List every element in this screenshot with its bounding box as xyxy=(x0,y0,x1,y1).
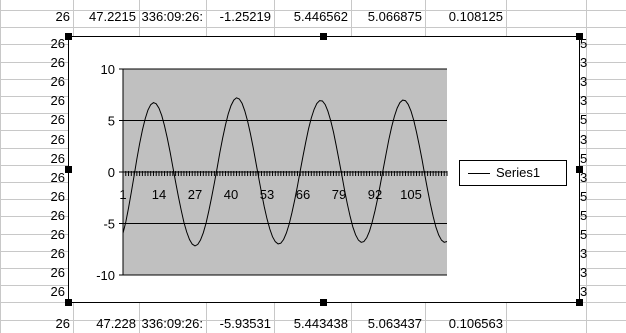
resize-handle-bottom-right[interactable] xyxy=(576,299,583,306)
legend-series-line xyxy=(468,173,490,174)
resize-handle-middle-left[interactable] xyxy=(65,166,72,173)
spreadsheet-cell[interactable]: 336:09:26: xyxy=(141,316,203,331)
y-tick-label: -5 xyxy=(103,217,115,232)
resize-handle-bottom-center[interactable] xyxy=(320,299,327,306)
spreadsheet-cell[interactable]: 3 xyxy=(580,74,588,90)
spreadsheet-cell[interactable]: 3 xyxy=(580,93,588,109)
spreadsheet-cell[interactable]: 3 xyxy=(580,169,588,185)
x-tick-label: 66 xyxy=(296,187,310,202)
x-tick-label: 105 xyxy=(400,187,422,202)
spreadsheet-cell[interactable]: 0.108125 xyxy=(448,9,503,24)
spreadsheet-cell[interactable]: 3 xyxy=(580,265,588,281)
spreadsheet-cell[interactable]: 26 xyxy=(55,9,70,24)
spreadsheet-cell[interactable]: 5 xyxy=(580,227,588,242)
chart-legend[interactable]: Series1 xyxy=(459,160,567,186)
spreadsheet-cell[interactable]: 5 xyxy=(580,112,588,128)
x-tick-label: 27 xyxy=(188,187,202,202)
resize-handle-top-center[interactable] xyxy=(320,33,327,40)
spreadsheet-cell[interactable]: 26 xyxy=(50,74,65,90)
spreadsheet-cell[interactable]: 0.106563 xyxy=(448,316,503,331)
spreadsheet-cell[interactable]: 5.063437 xyxy=(367,316,422,331)
x-tick-label: 14 xyxy=(152,187,166,202)
spreadsheet-cell[interactable]: 336:09:26: xyxy=(141,9,203,24)
resize-handle-bottom-left[interactable] xyxy=(65,299,72,306)
spreadsheet-cell[interactable]: 26 xyxy=(50,93,65,109)
line-chart: -10 -5 0 5 10 1 14 27 40 53 66 79 92 105 xyxy=(96,62,448,283)
spreadsheet-cell[interactable]: 26 xyxy=(50,188,65,204)
spreadsheet-cell[interactable]: 26 xyxy=(55,316,70,331)
spreadsheet-cell[interactable]: 26 xyxy=(50,131,65,147)
spreadsheet-cell[interactable]: 3 xyxy=(580,131,588,147)
spreadsheet-cell[interactable]: 3 xyxy=(580,55,588,71)
spreadsheet-cell[interactable]: 3 xyxy=(580,284,588,300)
spreadsheet-cell[interactable]: -1.25219 xyxy=(219,9,271,24)
x-tick-label: 92 xyxy=(368,187,382,202)
y-tick-label: 0 xyxy=(108,165,115,180)
spreadsheet-cell[interactable]: 26 xyxy=(50,150,65,166)
spreadsheet-cell[interactable]: 26 xyxy=(50,112,65,128)
spreadsheet-cell[interactable]: 5.443438 xyxy=(293,316,348,331)
spreadsheet-cell[interactable]: -5.93531 xyxy=(219,316,271,331)
spreadsheet-cell[interactable]: 26 xyxy=(50,246,65,262)
embedded-chart[interactable]: -10 -5 0 5 10 1 14 27 40 53 66 79 92 105 Series1 xyxy=(68,36,580,303)
x-tick-label: 40 xyxy=(224,187,238,202)
spreadsheet-cell[interactable]: 26 xyxy=(50,207,65,223)
resize-handle-top-left[interactable] xyxy=(65,33,72,40)
spreadsheet-cell[interactable]: 5 xyxy=(580,188,588,204)
y-tick-label: 10 xyxy=(101,62,115,77)
x-tick-label: 1 xyxy=(119,187,126,202)
spreadsheet-cell[interactable]: 26 xyxy=(50,284,65,300)
spreadsheet-cell[interactable]: 26 xyxy=(50,265,65,281)
spreadsheet-cell[interactable]: 5.446562 xyxy=(293,9,348,24)
spreadsheet-cell[interactable]: 47.228 xyxy=(96,316,136,331)
spreadsheet-cell[interactable]: 5.066875 xyxy=(367,9,422,24)
spreadsheet-cell[interactable]: 26 xyxy=(50,169,65,185)
legend-series-label: Series1 xyxy=(496,165,541,180)
spreadsheet-cell[interactable]: 3 xyxy=(580,246,588,262)
y-tick-label: 5 xyxy=(108,114,115,129)
spreadsheet-cell[interactable]: 5 xyxy=(580,207,588,223)
y-tick-label: -10 xyxy=(96,268,115,283)
spreadsheet-cell[interactable]: 5 xyxy=(580,150,588,166)
spreadsheet-cell[interactable]: 26 xyxy=(50,36,65,51)
series1-line xyxy=(122,97,448,247)
resize-handle-top-right[interactable] xyxy=(576,33,583,40)
x-tick-label: 53 xyxy=(260,187,274,202)
resize-handle-middle-right[interactable] xyxy=(576,166,583,173)
spreadsheet-cell[interactable]: 47.2215 xyxy=(89,9,136,24)
spreadsheet-cell[interactable]: 26 xyxy=(50,55,65,71)
spreadsheet-cell[interactable]: 5 xyxy=(580,36,588,51)
spreadsheet-cell[interactable]: 26 xyxy=(50,227,65,242)
x-tick-label: 79 xyxy=(332,187,346,202)
